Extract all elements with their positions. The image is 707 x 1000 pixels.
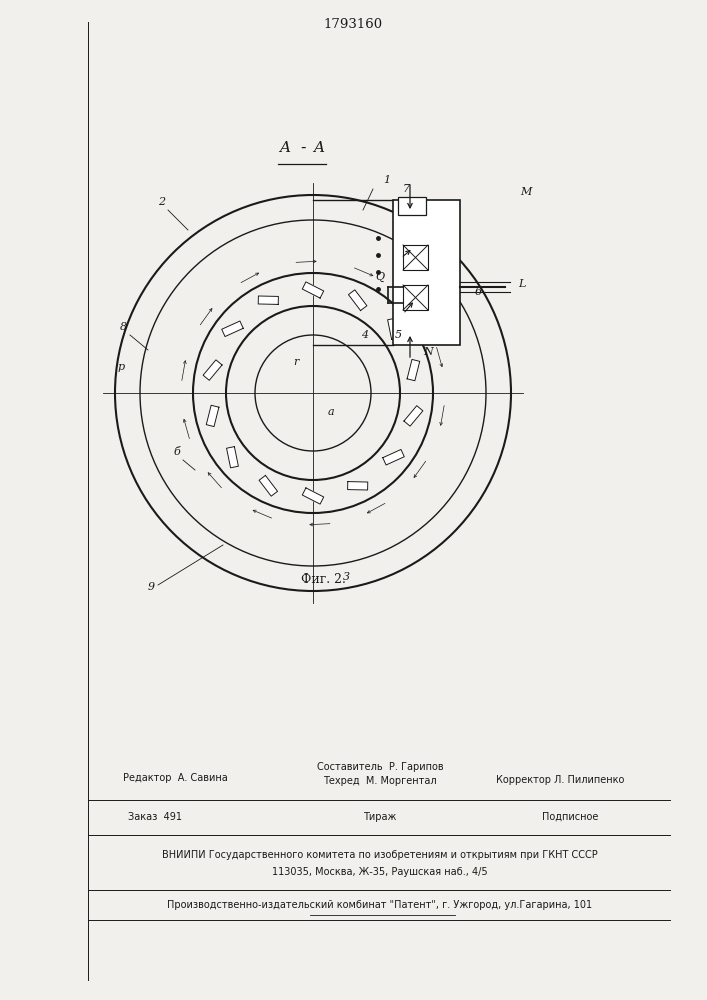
Text: A: A (313, 141, 325, 155)
Polygon shape (303, 282, 324, 298)
Polygon shape (348, 482, 368, 490)
Text: 5: 5 (395, 330, 402, 340)
Text: N: N (423, 347, 433, 357)
Text: 6: 6 (475, 287, 482, 297)
Text: 9: 9 (148, 582, 155, 592)
Text: ВНИИПИ Государственного комитета по изобретениям и открытиям при ГКНТ СССР: ВНИИПИ Государственного комитета по изоб… (162, 850, 598, 860)
Polygon shape (407, 359, 420, 381)
Text: r: r (293, 357, 298, 367)
Text: Редактор  А. Савина: Редактор А. Савина (122, 773, 228, 783)
Text: б: б (173, 447, 180, 457)
Text: 1793160: 1793160 (323, 18, 382, 31)
Bar (393, 200, 460, 345)
Polygon shape (206, 405, 219, 427)
Polygon shape (226, 447, 238, 468)
Text: Q: Q (375, 272, 384, 282)
Bar (403, 285, 428, 310)
Polygon shape (303, 488, 324, 504)
Polygon shape (222, 321, 243, 337)
Bar (403, 245, 428, 270)
Text: -: - (300, 140, 305, 155)
Polygon shape (387, 318, 399, 339)
Polygon shape (258, 296, 279, 304)
Text: Подписное: Подписное (542, 812, 598, 822)
Text: а: а (328, 407, 334, 417)
Polygon shape (404, 406, 423, 426)
Text: A: A (279, 141, 291, 155)
Text: Техред  М. Моргентал: Техред М. Моргентал (323, 776, 437, 786)
Text: L: L (518, 279, 525, 289)
Text: 8: 8 (120, 322, 127, 332)
Text: Составитель  Р. Гарипов: Составитель Р. Гарипов (317, 762, 443, 772)
Polygon shape (349, 290, 367, 311)
Text: 3: 3 (343, 572, 350, 582)
Text: 7: 7 (403, 184, 410, 194)
Text: 113035, Москва, Ж-35, Раушская наб., 4/5: 113035, Москва, Ж-35, Раушская наб., 4/5 (272, 867, 488, 877)
Text: Производственно-издательский комбинат "Патент", г. Ужгород, ул.Гагарина, 101: Производственно-издательский комбинат "П… (168, 900, 592, 910)
Text: 4: 4 (361, 330, 368, 340)
Polygon shape (382, 449, 404, 465)
Polygon shape (203, 360, 222, 380)
Text: Заказ  491: Заказ 491 (128, 812, 182, 822)
Text: Фиг. 2.: Фиг. 2. (300, 573, 346, 586)
Bar (398, 197, 426, 215)
Polygon shape (259, 475, 278, 496)
Text: Корректор Л. Пилипенко: Корректор Л. Пилипенко (496, 775, 624, 785)
Text: M: M (520, 187, 532, 197)
Text: 1: 1 (383, 175, 390, 185)
Text: 2: 2 (158, 197, 165, 207)
Text: Тираж: Тираж (363, 812, 397, 822)
Text: р: р (118, 362, 125, 372)
